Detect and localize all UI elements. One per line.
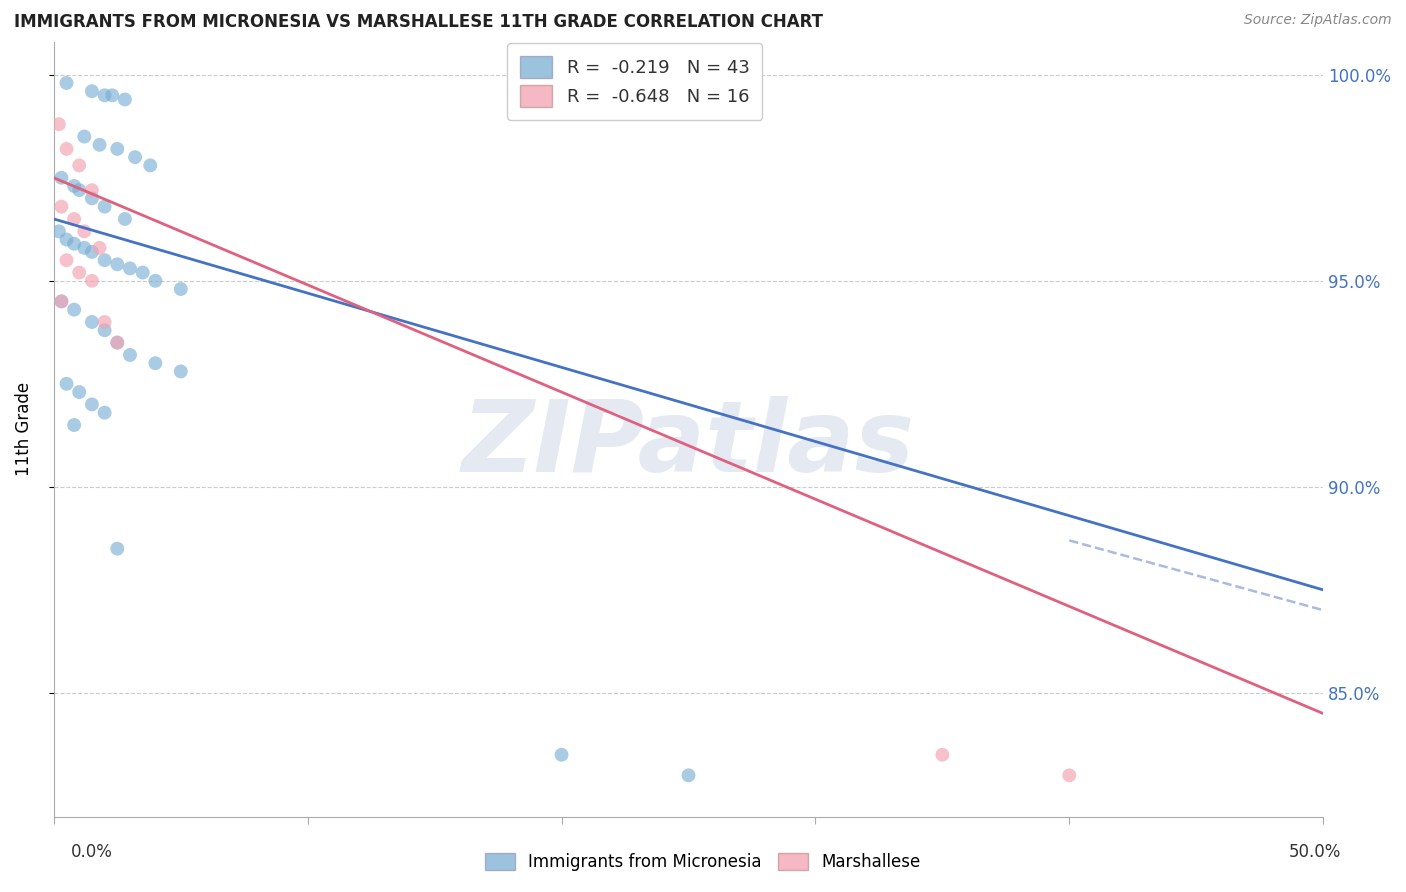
Point — [63, 179, 86, 194]
Point — [55, 142, 77, 156]
Point — [118, 261, 141, 276]
Point — [73, 224, 96, 238]
Point — [63, 417, 86, 432]
Text: 50.0%: 50.0% — [1288, 843, 1341, 861]
Y-axis label: 11th Grade: 11th Grade — [15, 382, 32, 476]
Point — [105, 335, 128, 350]
Text: Source: ZipAtlas.com: Source: ZipAtlas.com — [1244, 13, 1392, 28]
Point — [124, 150, 146, 164]
Point — [51, 200, 73, 214]
Point — [118, 348, 141, 362]
Point — [80, 244, 103, 259]
Point — [93, 406, 115, 420]
Point — [51, 170, 73, 185]
Text: 0.0%: 0.0% — [70, 843, 112, 861]
Legend: R =  -0.219   N = 43, R =  -0.648   N = 16: R = -0.219 N = 43, R = -0.648 N = 16 — [508, 43, 762, 120]
Point — [80, 191, 103, 205]
Point — [93, 323, 115, 337]
Point — [51, 294, 73, 309]
Point — [48, 117, 70, 131]
Point — [931, 747, 953, 762]
Point — [80, 84, 103, 98]
Point — [105, 335, 128, 350]
Point — [170, 282, 193, 296]
Text: ZIPatlas: ZIPatlas — [463, 396, 915, 493]
Point — [63, 236, 86, 251]
Point — [67, 183, 90, 197]
Point — [101, 88, 124, 103]
Point — [105, 142, 128, 156]
Point — [63, 302, 86, 317]
Point — [63, 211, 86, 226]
Point — [55, 76, 77, 90]
Point — [73, 129, 96, 144]
Point — [48, 224, 70, 238]
Point — [80, 315, 103, 329]
Point — [80, 274, 103, 288]
Point — [145, 274, 167, 288]
Point — [89, 137, 111, 152]
Point — [67, 266, 90, 280]
Point — [67, 158, 90, 172]
Point — [80, 397, 103, 411]
Point — [67, 385, 90, 400]
Point — [114, 92, 136, 106]
Point — [89, 241, 111, 255]
Point — [93, 253, 115, 268]
Point — [55, 376, 77, 391]
Point — [114, 211, 136, 226]
Point — [170, 364, 193, 378]
Point — [145, 356, 167, 370]
Point — [93, 200, 115, 214]
Point — [51, 294, 73, 309]
Point — [73, 241, 96, 255]
Point — [131, 266, 153, 280]
Legend: Immigrants from Micronesia, Marshallese: Immigrants from Micronesia, Marshallese — [477, 845, 929, 880]
Point — [55, 253, 77, 268]
Point — [139, 158, 162, 172]
Point — [550, 747, 572, 762]
Point — [105, 541, 128, 556]
Text: IMMIGRANTS FROM MICRONESIA VS MARSHALLESE 11TH GRADE CORRELATION CHART: IMMIGRANTS FROM MICRONESIA VS MARSHALLES… — [14, 13, 823, 31]
Point — [1059, 768, 1081, 782]
Point — [93, 315, 115, 329]
Point — [55, 233, 77, 247]
Point — [105, 257, 128, 271]
Point — [93, 88, 115, 103]
Point — [678, 768, 700, 782]
Point — [80, 183, 103, 197]
